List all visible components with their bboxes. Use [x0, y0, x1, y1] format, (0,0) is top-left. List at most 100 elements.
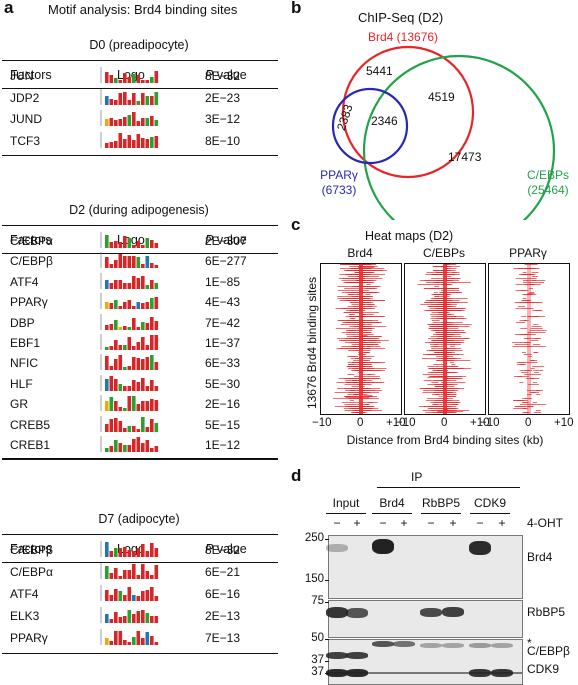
sequence-logo	[100, 354, 159, 371]
logo-letter	[127, 282, 132, 289]
logo-letter	[154, 265, 159, 269]
logo-letter	[114, 440, 118, 452]
sequence-logo	[100, 313, 159, 330]
logo-letter	[109, 118, 114, 126]
blot-band	[326, 651, 348, 659]
logo-letter	[145, 80, 150, 83]
logo-letter	[150, 136, 154, 148]
logo-letter	[118, 576, 123, 579]
motif-factor: GR	[10, 397, 28, 412]
table-rule-header	[2, 88, 278, 89]
logo-letter	[154, 71, 159, 83]
logo-letter	[123, 367, 127, 371]
lane-group-label: RbBP5	[421, 496, 461, 510]
logo-letter	[145, 345, 150, 350]
logo-letter	[136, 241, 141, 248]
motif-p-value: 6E−21	[205, 565, 241, 579]
logo-letter	[141, 401, 145, 412]
ip-label: IP	[411, 470, 423, 484]
venn-label-brd4: Brd4 (13676)	[368, 30, 439, 44]
logo-letter	[109, 366, 114, 371]
logo-letter	[123, 256, 127, 269]
logo-letter	[109, 98, 114, 105]
logo-letter	[105, 142, 109, 148]
logo-letter	[123, 445, 127, 452]
logo-letter	[136, 548, 141, 557]
logo-letter	[132, 306, 136, 310]
logo-letter	[118, 420, 123, 432]
logo-letter	[118, 631, 123, 645]
motif-factor: ATF4	[10, 274, 39, 289]
logo-letter	[154, 446, 159, 452]
sequence-logo	[100, 541, 159, 557]
logo-letter	[109, 141, 114, 148]
logo-letter	[150, 298, 154, 310]
logo-letter	[114, 631, 118, 645]
blot-band	[326, 606, 348, 618]
blot-band	[491, 669, 513, 677]
logo-letter	[105, 235, 109, 248]
logo-letter	[127, 396, 132, 412]
logo-letter	[123, 547, 127, 557]
logo-letter	[109, 323, 114, 330]
heatmap-signal	[417, 264, 472, 414]
logo-letter	[118, 548, 123, 557]
logo-letter	[136, 611, 141, 623]
logo-letter	[105, 72, 109, 83]
logo-letter	[136, 100, 141, 105]
header-factors: Factors	[10, 68, 52, 82]
panel-c-letter: c	[291, 215, 301, 234]
logo-letter	[114, 548, 118, 557]
sequence-logo	[100, 436, 159, 452]
logo-letter	[132, 637, 136, 645]
lane-plus: +	[449, 516, 457, 530]
logo-letter	[154, 596, 159, 601]
logo-letter	[123, 616, 127, 623]
motif-factor: C/EBPα	[10, 565, 53, 579]
logo-letter	[150, 448, 154, 452]
lane-plus: +	[353, 516, 361, 530]
logo-letter	[141, 610, 145, 623]
heatmap-tick: −10	[396, 417, 416, 429]
heatmap-tick: +10	[386, 417, 406, 429]
blot-band	[372, 538, 394, 554]
logo-letter	[118, 383, 123, 391]
logo-letter	[141, 80, 145, 83]
logo-letter	[105, 324, 109, 330]
table-section-title: D7 (adipocyte)	[98, 512, 180, 526]
logo-letter	[141, 245, 145, 248]
logo-letter	[114, 359, 118, 371]
motif-p-value: 2E−16	[205, 397, 241, 412]
logo-letter	[141, 137, 145, 148]
logo-letter	[114, 568, 118, 579]
sequence-logo	[100, 607, 159, 623]
logo-letter	[141, 118, 145, 126]
logo-letter	[136, 133, 141, 148]
logo-letter	[150, 316, 154, 330]
logo-letter	[127, 337, 132, 350]
logo-letter	[105, 347, 109, 350]
header-factors: Factors	[10, 542, 52, 556]
logo-letter	[127, 300, 132, 310]
sequence-logo	[100, 88, 159, 105]
logo-letter	[132, 245, 136, 248]
table-rule-bottom	[2, 155, 278, 157]
mw-marker: 37	[311, 654, 324, 666]
motif-p-value: 7E−13	[205, 631, 241, 645]
logo-letter	[118, 92, 123, 105]
logo-letter	[154, 565, 159, 579]
table-rule-top	[2, 60, 278, 62]
logo-letter	[114, 99, 118, 105]
motif-p-value: 6E−33	[205, 356, 241, 371]
logo-letter	[105, 356, 109, 371]
logo-letter	[141, 303, 145, 310]
logo-letter	[105, 302, 109, 310]
heatmap-tick: +10	[554, 417, 574, 429]
lane-minus: −	[379, 516, 387, 530]
logo-letter	[150, 379, 154, 391]
logo-letter	[136, 342, 141, 350]
logo-letter	[109, 375, 114, 391]
logo-letter	[118, 242, 123, 248]
mw-tick	[325, 639, 329, 640]
lane-minus: −	[427, 516, 435, 530]
